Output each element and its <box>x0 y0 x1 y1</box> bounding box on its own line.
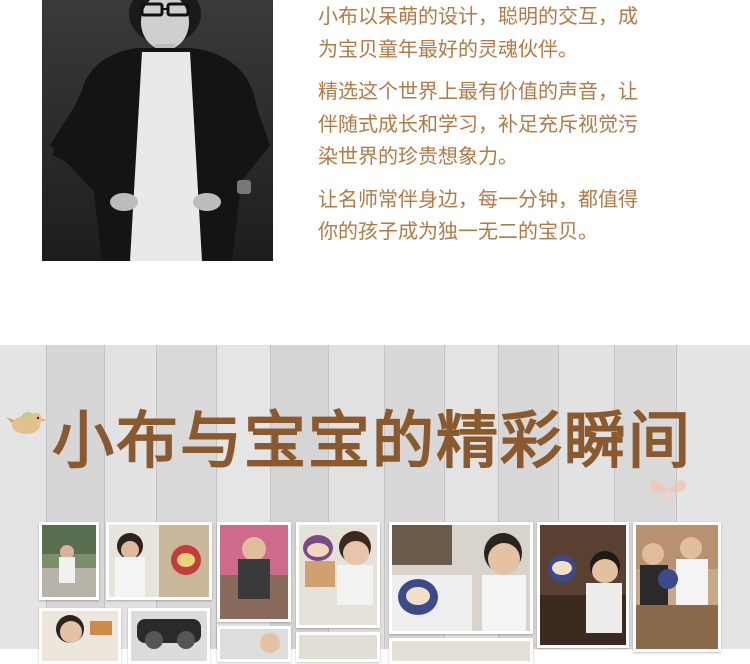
bird-icon <box>6 411 46 434</box>
photo-boy-robot <box>389 522 533 634</box>
section-title: 小布与宝宝的精彩瞬间 <box>52 404 693 477</box>
description-line: 伴随式成长和学习，补足充斥视觉污 <box>318 111 638 136</box>
description-text: 小布以呆萌的设计，聪明的交互，成 为宝贝童年最好的灵魂伙伴。 精选这个世界上最有… <box>318 0 718 248</box>
photo-girl-playing <box>106 522 212 600</box>
designer-portrait <box>42 0 273 261</box>
description-line: 精选这个世界上最有价值的声音，让 <box>318 79 638 103</box>
photo-girl-table <box>39 608 121 664</box>
photo-partial-5 <box>389 638 533 664</box>
photo-partial-3 <box>217 626 291 662</box>
intro-section: 小布以呆萌的设计，聪明的交互，成 为宝贝童年最好的灵魂伙伴。 精选这个世界上最有… <box>0 0 750 320</box>
photo-child-walking <box>39 522 99 600</box>
description-line: 你的孩子成为独一无二的宝贝。 <box>318 219 598 243</box>
description-line: 为宝贝童年最好的灵魂伙伴。 <box>318 36 578 61</box>
description-line: 让名师常伴身边，每一分钟，都值得 <box>318 186 638 211</box>
photo-baby-pink <box>217 522 291 622</box>
description-line: 小布以呆萌的设计，聪明的交互，成 <box>318 4 638 28</box>
photo-toy-car <box>128 608 210 664</box>
photo-robot-toddler <box>296 522 380 628</box>
photo-child-chair <box>537 522 629 648</box>
description-line: 染世界的珍贵想象力。 <box>318 144 518 168</box>
photo-partial-4 <box>296 632 380 662</box>
photo-two-boys <box>633 522 721 652</box>
butterfly-icon <box>649 480 687 505</box>
